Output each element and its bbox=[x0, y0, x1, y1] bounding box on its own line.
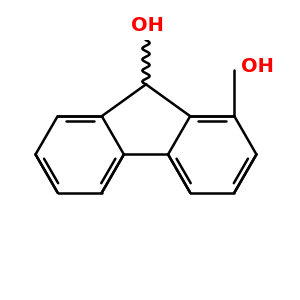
Text: OH: OH bbox=[241, 57, 274, 76]
Text: OH: OH bbox=[131, 16, 164, 35]
